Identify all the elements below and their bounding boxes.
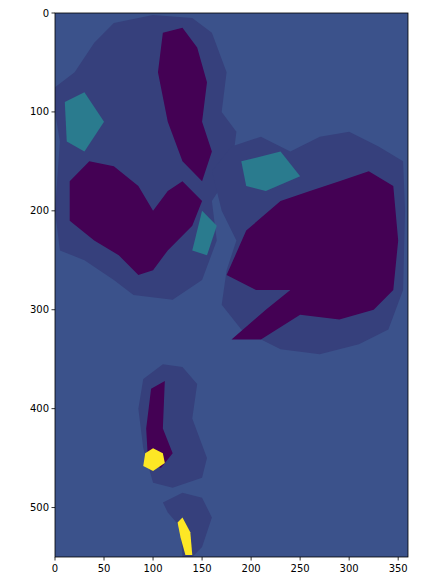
x-tick-label: 300 <box>340 563 359 574</box>
image-region <box>158 28 212 181</box>
x-tick-label: 150 <box>193 563 212 574</box>
image-region <box>70 161 202 275</box>
x-tick-label: 50 <box>98 563 111 574</box>
x-tick <box>398 557 399 561</box>
image-background <box>55 13 408 557</box>
y-tick-label: 400 <box>30 403 49 414</box>
image-region <box>192 211 217 256</box>
y-tick <box>52 111 56 112</box>
image-area <box>55 13 408 557</box>
plot-frame <box>55 13 408 557</box>
x-tick-label: 350 <box>389 563 408 574</box>
x-tick-label: 250 <box>291 563 310 574</box>
image-region <box>212 132 405 355</box>
y-tick <box>52 507 56 508</box>
y-tick-label: 100 <box>30 106 49 117</box>
y-tick-label: 0 <box>43 8 49 19</box>
image-region <box>227 171 399 339</box>
image-region <box>138 364 207 488</box>
chart: 0 50 100 150 200 250 300 350 0 100 200 300 400 500 <box>0 0 432 581</box>
y-tick-label: 200 <box>30 205 49 216</box>
y-tick <box>52 210 56 211</box>
image-region <box>55 15 236 300</box>
image-region <box>143 448 165 471</box>
x-tick <box>202 557 203 561</box>
y-tick-label: 300 <box>30 304 49 315</box>
image-region <box>178 517 193 555</box>
y-tick <box>52 408 56 409</box>
image-region <box>241 151 300 191</box>
image-region <box>163 493 212 557</box>
x-tick <box>349 557 350 561</box>
x-tick-label: 0 <box>52 563 58 574</box>
x-tick-label: 200 <box>242 563 261 574</box>
y-tick <box>52 13 56 14</box>
x-tick-label: 100 <box>144 563 163 574</box>
x-tick <box>153 557 154 561</box>
x-tick <box>104 557 105 561</box>
image-region <box>65 92 104 151</box>
x-tick <box>55 557 56 561</box>
x-tick <box>251 557 252 561</box>
x-tick <box>300 557 301 561</box>
y-tick <box>52 309 56 310</box>
y-tick-label: 500 <box>30 502 49 513</box>
